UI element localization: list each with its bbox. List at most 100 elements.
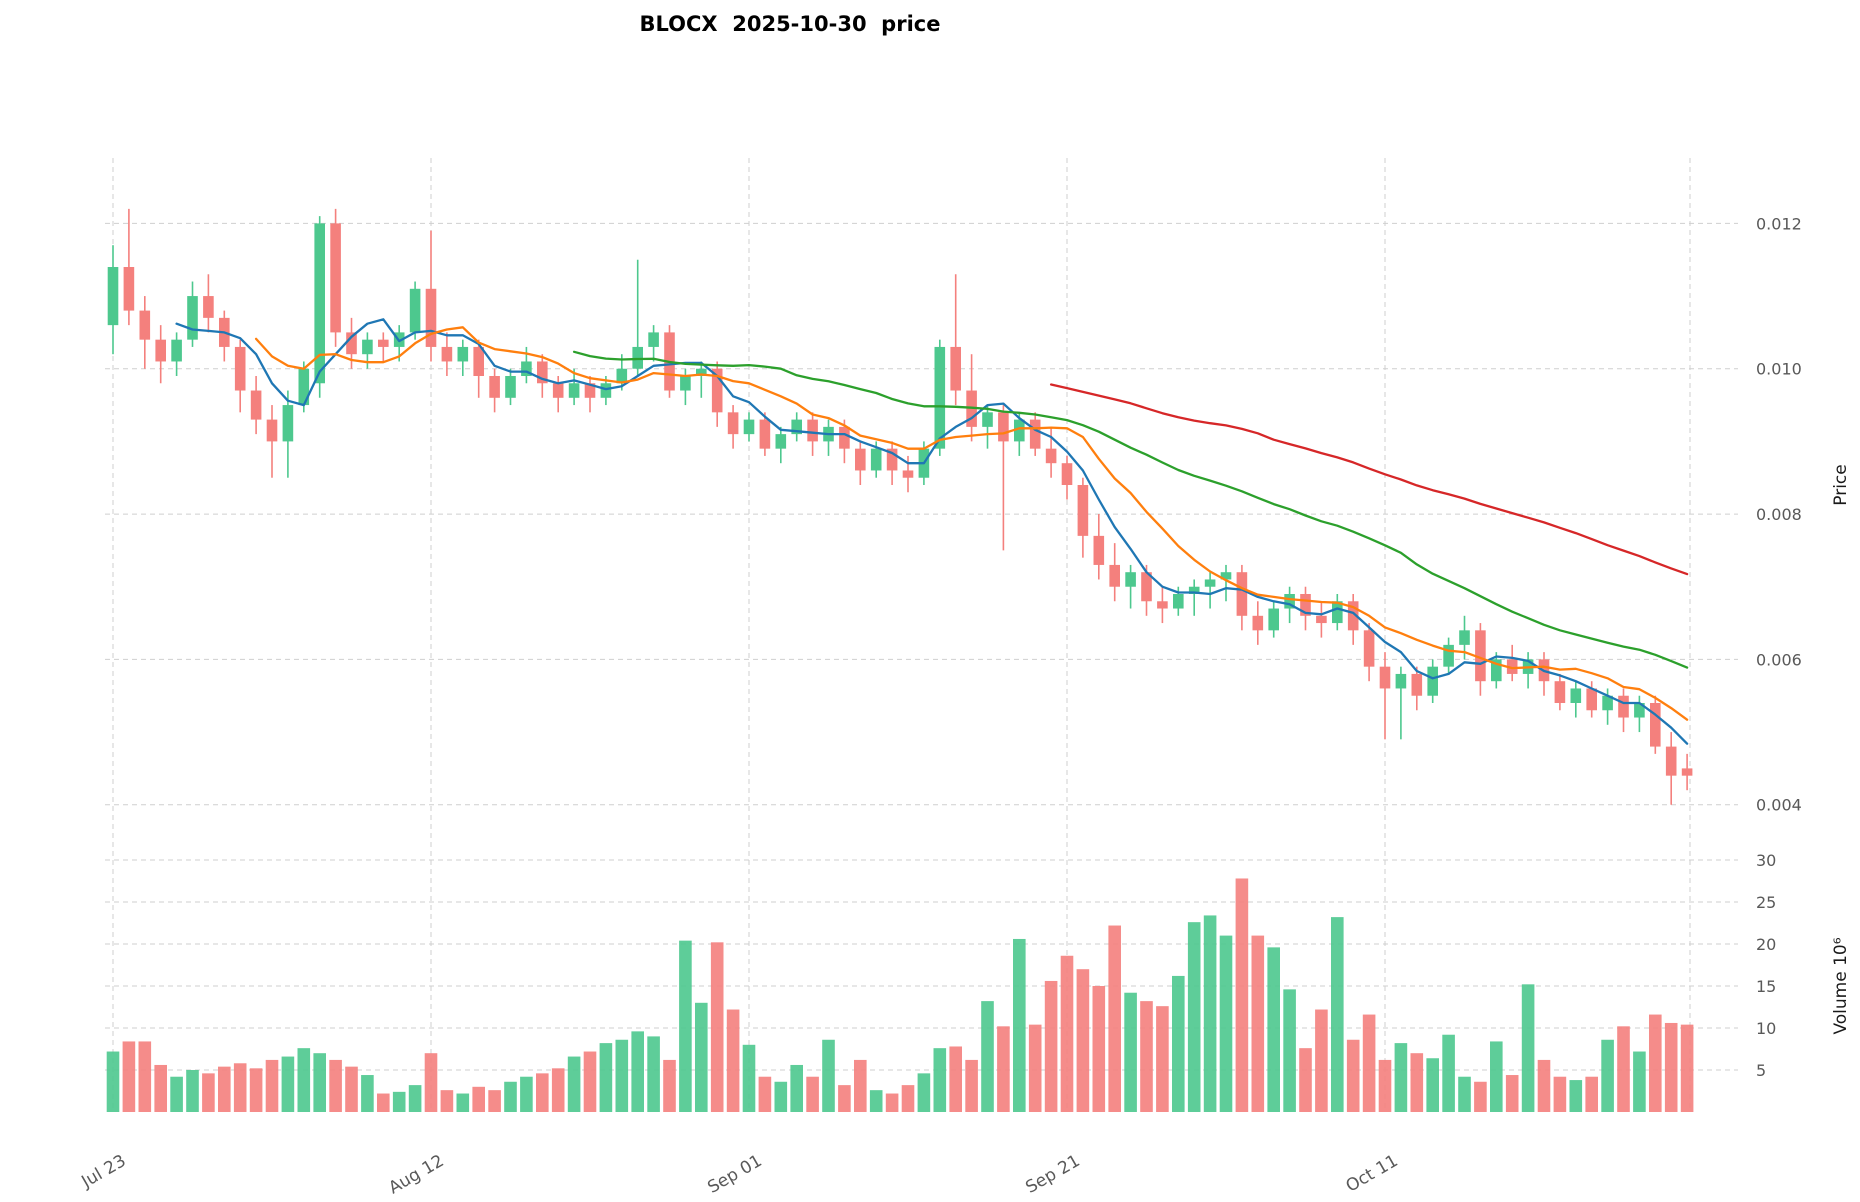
candle-body [139,310,151,340]
volume-bar [1569,1080,1583,1112]
candle-body [1077,485,1089,536]
candle-body [902,470,914,478]
volume-bar [1474,1081,1487,1112]
volume-bar [1076,969,1090,1112]
volume-bar [1251,935,1265,1112]
volume-bar [377,1093,390,1112]
candle-body [934,346,946,449]
volume-bar [265,1059,279,1112]
price-tick-label: 0.012 [1756,214,1802,233]
volume-bar [1521,984,1535,1112]
volume-bar [1601,1039,1614,1112]
volume-bar [1315,1009,1328,1112]
sma30-line [572,350,1689,669]
volume-axis-label: Volume 10⁶ [1831,937,1851,1034]
candle-body [1379,666,1391,689]
candle-body [886,448,898,471]
candle-body [1300,594,1311,616]
volume-bar [965,1059,978,1112]
volume-bar [424,1053,438,1112]
price-axis-ticks: 0.004 0.006 0.008 0.010 0.012 [1756,214,1802,814]
candle-body [1665,746,1677,776]
volume-bar [1108,925,1121,1112]
candle-body [298,368,310,406]
candle-body [1681,768,1693,776]
volume-bar [822,1039,835,1112]
candle-body [1125,572,1136,587]
volume-bar [122,1041,136,1112]
volume-bar [981,1001,994,1112]
candle-body [1475,630,1486,682]
volume-bar [551,1068,565,1112]
candle-body [807,419,818,442]
candle-body [378,339,389,347]
candle-body [791,419,802,435]
candle-body [982,412,993,427]
candle-body [1284,594,1295,609]
volume-bar [1442,1034,1455,1112]
volume-bar [440,1090,454,1112]
candle-body [1618,695,1629,718]
candle-body [1204,579,1216,587]
volume-bar [345,1066,358,1112]
volume-tick-label: 20 [1756,935,1776,954]
volume-tick-label: 10 [1756,1019,1776,1038]
candle-body [1268,608,1279,631]
volume-bar [408,1085,422,1112]
volume-bar [1362,1014,1376,1112]
volume-bar [1458,1076,1471,1112]
candle-body [600,383,612,398]
candle-body [107,267,119,326]
candle-body [362,339,373,355]
candle-body [330,223,341,333]
volume-bar [1664,1022,1678,1112]
volume-bar [599,1043,613,1112]
volume-bar [710,942,724,1112]
volume-bar [758,1076,772,1112]
volume-bar [726,1009,740,1112]
candle-body [1602,695,1613,711]
candle-body [1316,615,1327,624]
candle-body [234,346,246,391]
candle-body [775,434,787,449]
candle-body [266,419,278,442]
volume-tick-label: 15 [1756,977,1776,996]
candle-body [203,296,214,318]
candle-body [568,383,580,398]
candle-body [632,346,643,369]
candle-body [282,405,294,442]
sma-lines [175,318,1689,745]
candle-body [537,361,548,384]
date-tick-label: Jul 23 [77,1151,129,1193]
candle-body [696,368,707,376]
candle-body [1395,673,1407,689]
volume-bar [233,1063,247,1112]
volume-bar [1203,915,1217,1112]
candle-body [425,288,437,347]
volume-bar [186,1070,199,1112]
price-tick-label: 0.010 [1756,360,1802,379]
volume-bar [1378,1059,1392,1112]
candle-body [457,346,469,362]
volume-bar [281,1056,295,1112]
candle-body [123,267,135,311]
volume-bar [1267,947,1280,1112]
volume-bar [1092,986,1106,1112]
volume-bar [949,1046,962,1112]
volume-bar [1044,980,1058,1112]
volume-bar [647,1036,660,1112]
candle-body [155,339,166,362]
candle-body [1347,601,1359,631]
date-tick-label: Oct 11 [1343,1151,1402,1197]
candle-body [489,376,500,398]
date-tick-label: Sep 01 [704,1151,765,1198]
volume-bar [1235,878,1249,1112]
volume-bar [663,1059,676,1112]
candle-body [1188,586,1200,594]
candle-body [1491,659,1502,682]
volume-bar [154,1064,167,1112]
candle-body [855,448,866,471]
volume-bar [1060,955,1074,1112]
